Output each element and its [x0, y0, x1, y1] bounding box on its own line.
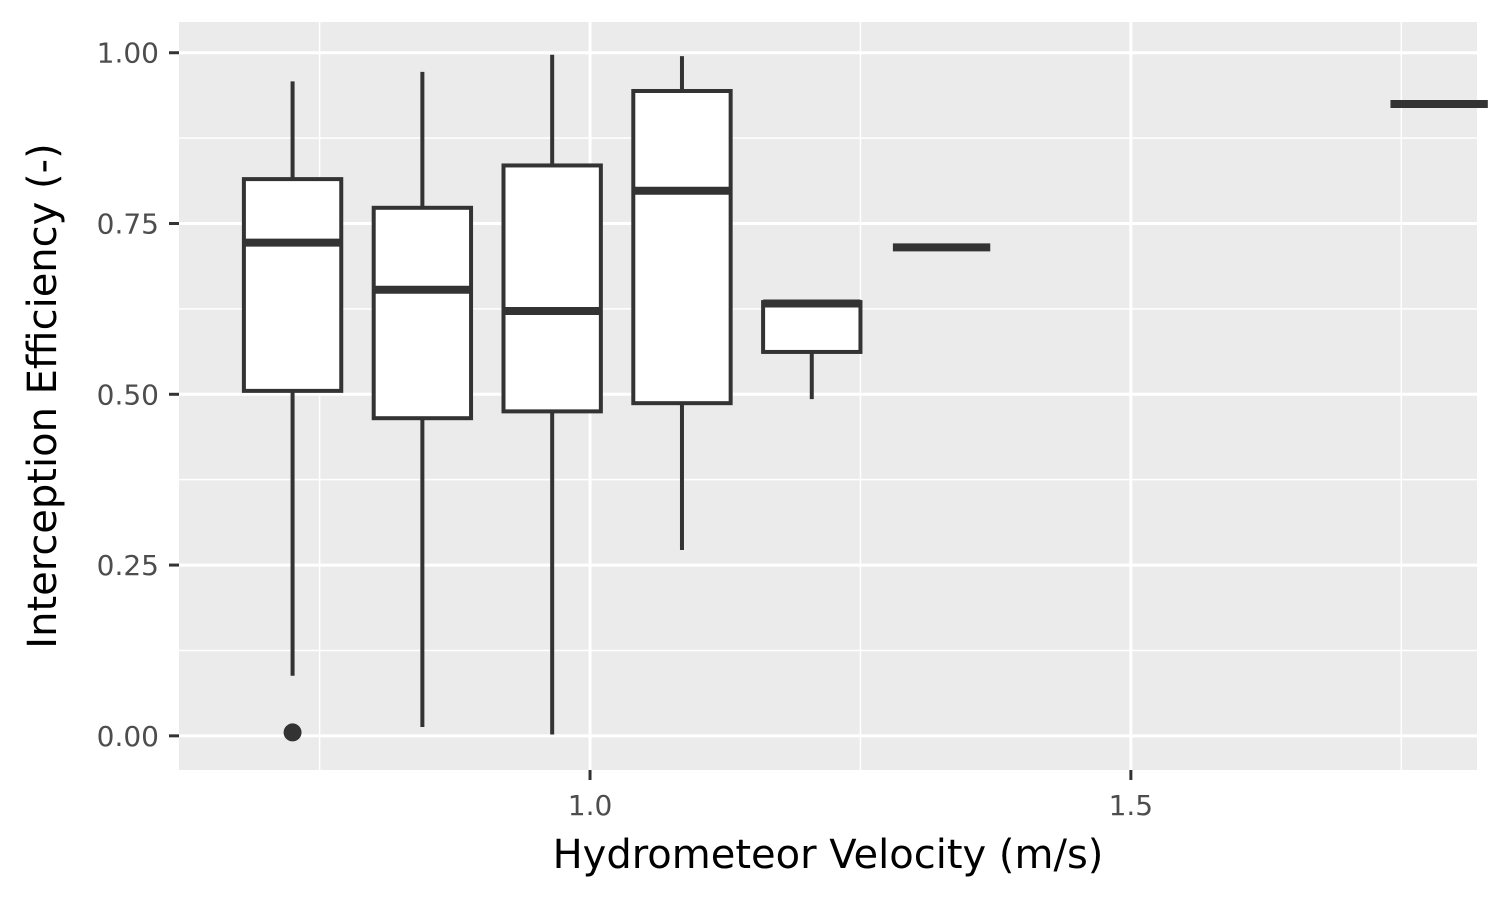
- y-tick-label: 0.75: [97, 208, 159, 241]
- outlier-point: [283, 723, 302, 742]
- y-tick-label: 1.00: [97, 37, 159, 70]
- box-iqr: [371, 205, 474, 421]
- box-iqr: [501, 163, 603, 414]
- box-group: [501, 54, 603, 735]
- box-group: [631, 56, 733, 551]
- box-group: [761, 299, 863, 400]
- y-tick-label: 0.00: [97, 720, 159, 753]
- y-tick-label: 0.25: [97, 549, 159, 582]
- x-tick-label: 1.0: [568, 789, 613, 822]
- x-axis-title: Hydrometeor Velocity (m/s): [553, 832, 1104, 878]
- box-iqr: [241, 177, 344, 393]
- box-iqr: [761, 300, 863, 354]
- box-series: [241, 54, 1488, 742]
- x-tick-label: 1.5: [1109, 789, 1154, 822]
- box-group: [241, 81, 344, 742]
- box-group: [371, 71, 474, 727]
- x-axis: 1.0 1.5: [568, 770, 1153, 822]
- y-axis-title: Interception Efficiency (-): [20, 143, 66, 648]
- box-iqr: [631, 88, 733, 406]
- y-axis: 0.00 0.25 0.50 0.75 1.00: [97, 37, 179, 753]
- y-tick-label: 0.50: [97, 378, 159, 411]
